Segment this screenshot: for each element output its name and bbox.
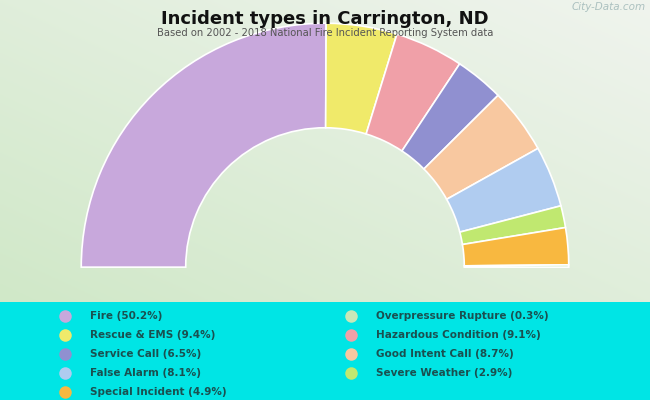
Wedge shape	[424, 95, 538, 199]
Text: Fire (50.2%): Fire (50.2%)	[90, 311, 162, 321]
Text: Overpressure Rupture (0.3%): Overpressure Rupture (0.3%)	[376, 311, 549, 321]
Wedge shape	[402, 64, 498, 169]
Wedge shape	[462, 228, 569, 266]
Wedge shape	[464, 265, 569, 267]
Text: Rescue & EMS (9.4%): Rescue & EMS (9.4%)	[90, 330, 215, 340]
Wedge shape	[447, 148, 561, 232]
Wedge shape	[81, 23, 326, 267]
Text: Based on 2002 - 2018 National Fire Incident Reporting System data: Based on 2002 - 2018 National Fire Incid…	[157, 28, 493, 38]
Text: Severe Weather (2.9%): Severe Weather (2.9%)	[376, 368, 512, 378]
Wedge shape	[460, 206, 566, 244]
Wedge shape	[326, 23, 397, 134]
Text: False Alarm (8.1%): False Alarm (8.1%)	[90, 368, 201, 378]
Text: Hazardous Condition (9.1%): Hazardous Condition (9.1%)	[376, 330, 540, 340]
Text: Incident types in Carrington, ND: Incident types in Carrington, ND	[161, 10, 489, 28]
Text: City-Data.com: City-Data.com	[571, 2, 645, 12]
Wedge shape	[366, 34, 460, 151]
Text: Service Call (6.5%): Service Call (6.5%)	[90, 349, 201, 359]
Text: Special Incident (4.9%): Special Incident (4.9%)	[90, 387, 226, 397]
Text: Good Intent Call (8.7%): Good Intent Call (8.7%)	[376, 349, 514, 359]
